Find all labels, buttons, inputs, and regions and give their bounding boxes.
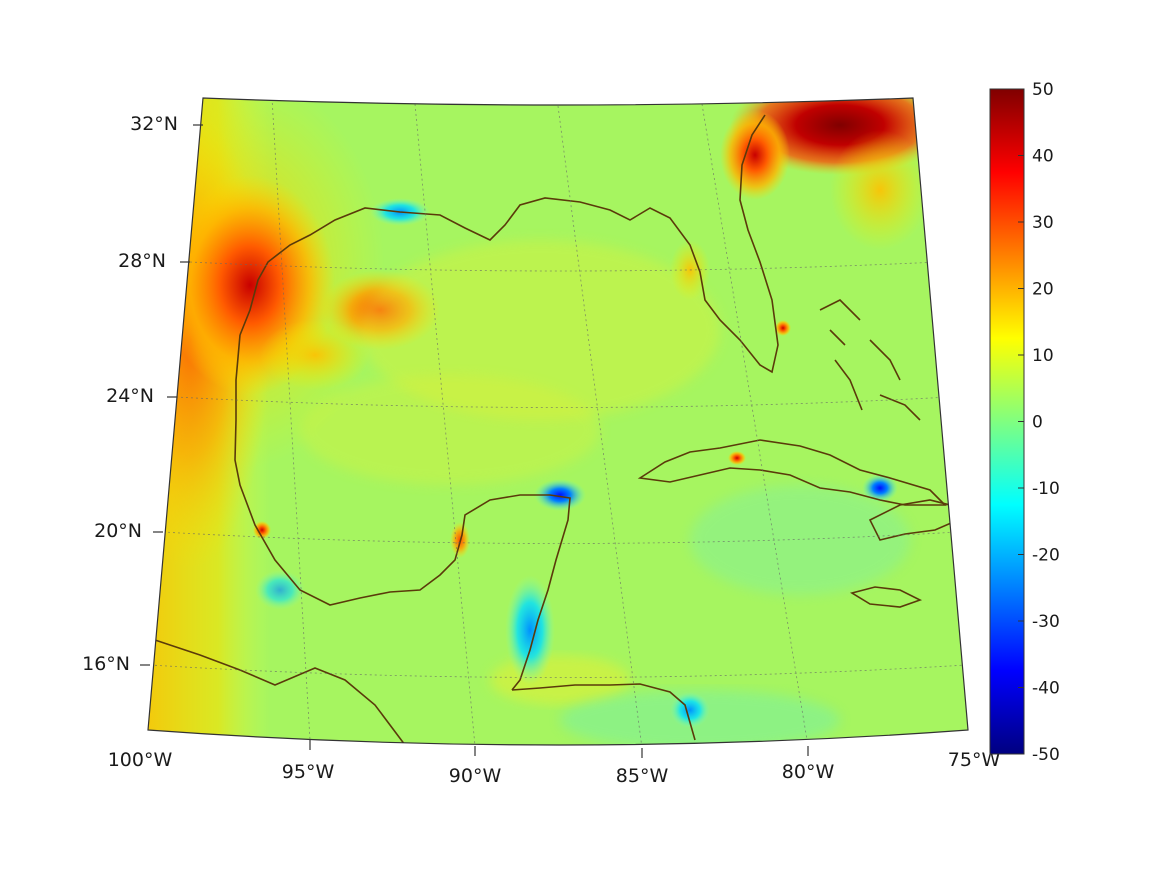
central-america-border	[154, 639, 406, 745]
colorbar-label-50: 50	[1032, 80, 1054, 100]
mexico-coastline	[234, 334, 571, 691]
meridian-95w	[271, 98, 311, 741]
meridian-80w	[701, 103, 809, 745]
colorbar-label-10: 10	[1032, 346, 1054, 366]
map-frame	[147, 97, 969, 746]
gulf-coastline	[239, 114, 779, 374]
lat-label-20n: 20°N	[94, 520, 142, 542]
colorbar-label-neg50: -50	[1032, 745, 1060, 765]
colorbar-label-20: 20	[1032, 280, 1054, 300]
jamaica-outline	[849, 586, 923, 608]
parallel-28n	[189, 261, 939, 272]
bahamas-islands	[819, 299, 921, 421]
lat-label-16n: 16°N	[82, 653, 130, 675]
central-america-coast	[511, 683, 696, 741]
lon-label-95w: 95°W	[282, 761, 335, 783]
frame-ticks	[140, 124, 809, 758]
lat-label-32n: 32°N	[130, 113, 178, 135]
parallel-24n	[175, 396, 951, 408]
colorbar-label-neg40: -40	[1032, 679, 1060, 699]
latitude-labels: 32°N 28°N 24°N 20°N 16°N	[82, 113, 178, 675]
lat-label-28n: 28°N	[118, 250, 166, 272]
coastlines	[154, 114, 960, 745]
colorbar-label-neg20: -20	[1032, 546, 1060, 566]
colorbar-label-neg30: -30	[1032, 612, 1060, 632]
colorbar-label-30: 30	[1032, 213, 1054, 233]
colorbar-label-0: 0	[1032, 413, 1043, 433]
colorbar-label-40: 40	[1032, 147, 1054, 167]
anomaly-field	[148, 98, 968, 745]
lon-label-100w: 100°W	[108, 749, 173, 771]
lon-label-90w: 90°W	[449, 765, 502, 787]
lon-label-85w: 85°W	[616, 765, 669, 787]
graticule	[149, 98, 967, 745]
lon-label-80w: 80°W	[782, 761, 835, 783]
longitude-labels: 100°W 95°W 90°W 85°W 80°W 75°W	[108, 749, 1001, 787]
colorbar-label-neg10: -10	[1032, 479, 1060, 499]
colorbar-ticks	[1018, 155, 1024, 688]
cuba-outline	[637, 439, 947, 506]
lon-label-75w: 75°W	[948, 749, 1001, 771]
parallel-20n	[162, 531, 959, 544]
colorbar: 50 40 30 20 10 0 -10 -20 -30 -40 -50	[989, 80, 1060, 765]
lat-label-24n: 24°N	[106, 385, 154, 407]
